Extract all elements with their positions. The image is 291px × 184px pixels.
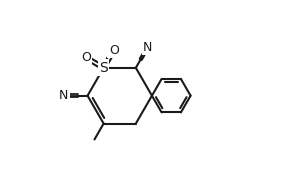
Text: O: O — [109, 44, 119, 57]
Text: N: N — [143, 41, 152, 54]
Text: N: N — [59, 89, 68, 102]
Text: S: S — [99, 61, 108, 75]
Text: O: O — [81, 51, 91, 64]
